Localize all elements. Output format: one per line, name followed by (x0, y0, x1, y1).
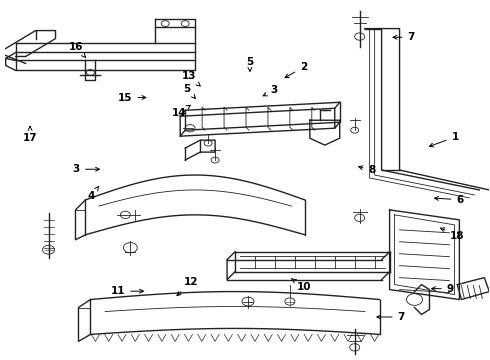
Text: 18: 18 (441, 228, 465, 240)
Text: 7: 7 (393, 32, 415, 42)
Text: 15: 15 (118, 93, 146, 103)
Text: 4: 4 (87, 186, 99, 201)
Text: 14: 14 (172, 105, 190, 118)
Text: 3: 3 (73, 164, 99, 174)
Text: 9: 9 (432, 284, 454, 294)
Text: 7: 7 (377, 312, 405, 322)
Text: 5: 5 (246, 57, 253, 71)
Text: 11: 11 (111, 286, 144, 296)
Text: 13: 13 (182, 71, 200, 86)
Text: 2: 2 (285, 62, 307, 78)
Text: 10: 10 (292, 278, 311, 292)
Text: 16: 16 (69, 42, 86, 57)
Text: 3: 3 (263, 85, 278, 96)
Text: 5: 5 (183, 84, 196, 99)
Text: 8: 8 (359, 165, 376, 175)
Text: 1: 1 (429, 132, 459, 147)
Text: 12: 12 (177, 277, 198, 296)
Text: 6: 6 (435, 195, 464, 205)
Text: 17: 17 (23, 126, 37, 143)
